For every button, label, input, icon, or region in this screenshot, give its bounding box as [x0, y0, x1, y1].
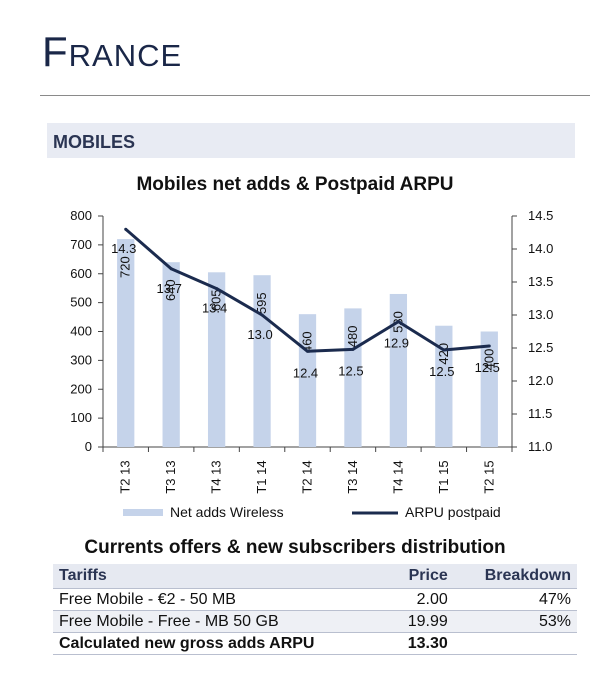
chart-title: Mobiles net adds & Postpaid ARPU [136, 174, 454, 195]
arpu-point [124, 227, 128, 231]
left-axis-tick-label: 500 [70, 295, 92, 310]
arpu-point [351, 347, 355, 351]
breakdown-cell: 53% [453, 610, 577, 633]
arpu-data-label: 12.5 [475, 360, 500, 375]
section-banner: MOBILES [47, 123, 575, 158]
left-axis-tick-label: 600 [70, 266, 92, 281]
bar [117, 239, 135, 447]
right-axis-tick-label: 11.5 [528, 406, 552, 421]
arpu-data-label: 13.7 [157, 281, 182, 296]
right-axis-tick-label: 13.5 [528, 274, 553, 289]
combo-chart: 0 100 200 300 400 500 600 700 800 11.0 11.5 12.0 12.… [70, 208, 553, 520]
arpu-data-label: 12.9 [384, 336, 409, 351]
x-axis-category-label: T2 15 [481, 460, 496, 493]
arpu-point [169, 267, 173, 271]
header-price: Price [408, 567, 448, 584]
breakdown-cell: 47% [453, 588, 577, 611]
bar-data-label: 605 [209, 289, 224, 311]
left-axis-tick-label: 400 [70, 324, 92, 339]
arpu-point [306, 349, 309, 353]
bar [162, 262, 180, 447]
right-axis-tick-label: 11.0 [528, 439, 552, 454]
x-axis-category-label: T4 13 [209, 460, 224, 493]
arpu-data-label: 12.5 [429, 364, 454, 379]
price-cell: 19.99 [388, 610, 454, 633]
offers-table: Tariffs Price Breakdown Free Mobile - €2… [53, 564, 577, 655]
x-axis-category-label: T2 14 [300, 460, 315, 493]
right-axis-tick-label: 14.5 [528, 208, 553, 223]
left-axis-tick-label: 0 [85, 439, 92, 454]
bar [435, 325, 453, 447]
total-price: 13.30 [388, 632, 454, 655]
arpu-point [487, 344, 491, 348]
bar [207, 272, 226, 447]
tariff-cell: Free Mobile - €2 - 50 MB [53, 588, 389, 611]
bar [344, 308, 362, 447]
header-breakdown: Breakdown [484, 567, 571, 584]
left-axis-tick-label: 800 [70, 208, 92, 223]
x-axis-category-label: T4 14 [390, 460, 405, 493]
x-axis-category-label: T1 15 [436, 460, 451, 493]
arpu-data-label: 13.4 [202, 301, 227, 316]
left-axis-tick-label: 200 [70, 381, 92, 396]
table-header-row: Tariffs Price Breakdown [53, 564, 577, 589]
title-divider [40, 95, 590, 96]
bar-data-label: 720 [118, 256, 133, 278]
table-title: Currents offers & new subscribers distri… [84, 537, 506, 558]
arpu-data-label: 12.4 [293, 365, 318, 380]
price-cell: 2.00 [388, 588, 454, 611]
table-total-row: Calculated new gross adds ARPU 13.30 [53, 632, 577, 655]
legend-swatch-net-adds [123, 509, 163, 516]
bar [480, 331, 498, 447]
right-axis-tick-label: 12.5 [528, 340, 553, 355]
x-axis-category-label: T3 14 [345, 460, 360, 493]
bar-data-label: 640 [163, 279, 178, 301]
arpu-point [260, 313, 264, 317]
section-title: MOBILES [53, 132, 136, 152]
x-axis-category-label: T2 13 [118, 460, 133, 493]
table-row: Free Mobile - €2 - 50 MB 2.00 47% [53, 588, 577, 611]
left-axis-tick-label: 300 [70, 352, 92, 367]
tariff-cell: Free Mobile - Free - MB 50 GB [53, 610, 389, 633]
table-row: Free Mobile - Free - MB 50 GB 19.99 53% [53, 610, 577, 633]
x-axis-category-label: T1 14 [254, 460, 269, 493]
arpu-point [215, 287, 219, 291]
total-breakdown-empty [453, 632, 577, 655]
total-label: Calculated new gross adds ARPU [53, 632, 389, 655]
page-title: FRANCE [42, 28, 182, 76]
legend-label-arpu: ARPU postpaid [405, 504, 501, 520]
arpu-point [396, 320, 400, 324]
arpu-data-label: 14.3 [111, 241, 136, 256]
right-axis-tick-label: 13.0 [528, 307, 553, 322]
page-title-initial: F [42, 28, 69, 75]
right-axis-tick-label: 14.0 [528, 241, 553, 256]
arpu-data-label: 13.0 [247, 327, 272, 342]
right-axis-tick-label: 12.0 [528, 373, 553, 388]
arpu-point [442, 348, 446, 352]
x-axis-category-label: T3 13 [163, 460, 178, 493]
left-axis-tick-label: 100 [70, 410, 92, 425]
left-axis-tick-label: 700 [70, 237, 92, 252]
bar-data-label: 400 [481, 349, 496, 371]
header-tariffs: Tariffs [59, 567, 107, 584]
legend-label-net-adds: Net adds Wireless [170, 504, 284, 520]
bar-data-label: 595 [254, 292, 269, 314]
bar [389, 293, 408, 447]
page-title-rest: RANCE [68, 38, 183, 73]
bar-data-label: 480 [345, 326, 360, 348]
arpu-data-label: 12.5 [338, 363, 363, 378]
